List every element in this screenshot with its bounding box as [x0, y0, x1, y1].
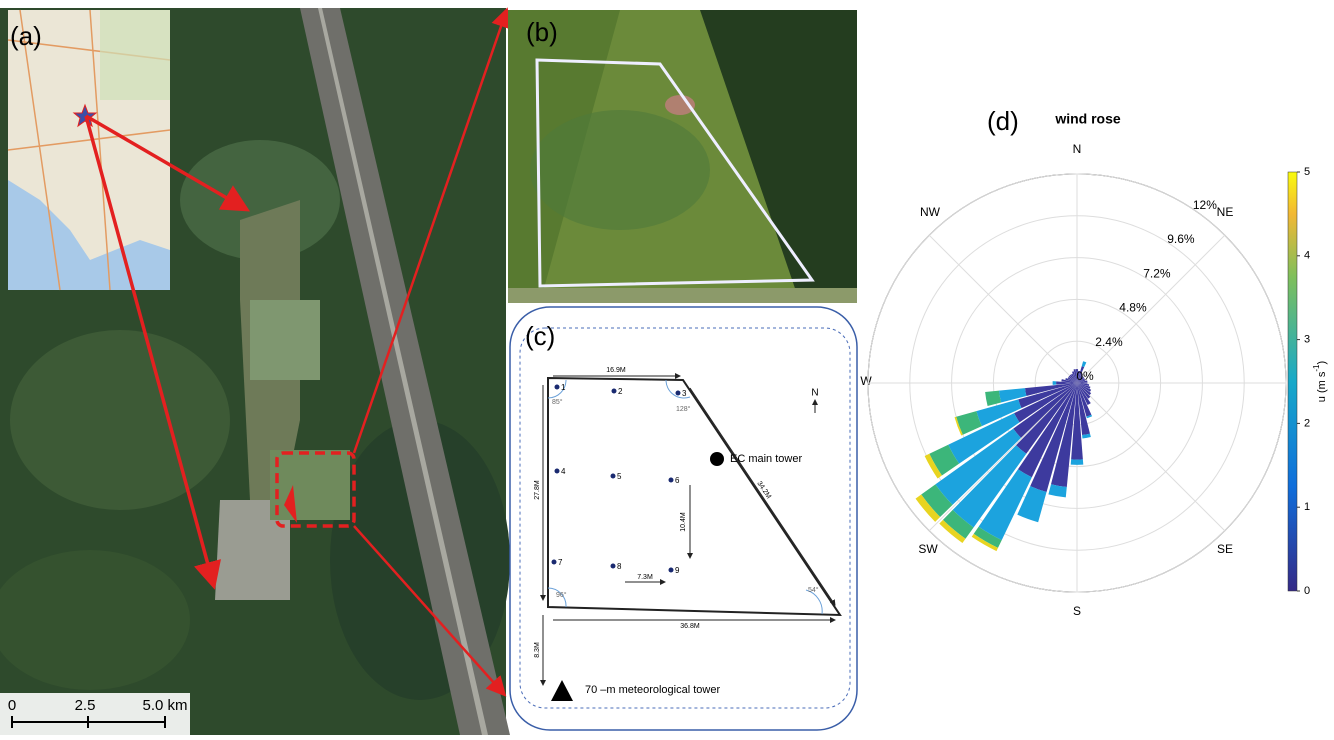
dimension: 36.8M	[680, 623, 700, 630]
colorbar-label-text: u (m s	[1316, 371, 1328, 402]
wind-bar	[1053, 381, 1057, 385]
scale-label: 5.0 km	[142, 697, 187, 714]
ring-label: 0%	[1076, 369, 1094, 383]
spoke	[1077, 235, 1225, 383]
direction-label: NE	[1217, 205, 1234, 219]
panel-label: (d)	[987, 106, 1019, 136]
colorbar-tick-label: 2	[1304, 417, 1310, 429]
dimension: 27.8M	[534, 480, 541, 500]
panel-label: (c)	[525, 321, 555, 351]
figure: 0 2.5 5.0 km (a) (b) 1 2 3 4 5 6 7 8 9 1…	[0, 0, 1334, 735]
colorbar-tick-label: 5	[1304, 166, 1310, 178]
site-plan: 1 2 3 4 5 6 7 8 9 16.9M 27.8M 34.2M 10.4…	[510, 307, 857, 730]
point-label: 9	[675, 566, 680, 575]
dimension: 10.4M	[680, 512, 687, 532]
angle: 85°	[552, 398, 563, 406]
ring-label: 2.4%	[1095, 335, 1123, 349]
angle: 96°	[556, 591, 567, 599]
dimension: 8.3M	[534, 642, 541, 658]
spoke	[1077, 383, 1225, 531]
scale-label: 2.5	[75, 697, 96, 714]
colorbar-label-end: )	[1316, 361, 1328, 365]
scale-bar: 0 2.5 5.0 km	[0, 693, 190, 735]
colorbar-tick-label: 1	[1304, 501, 1310, 513]
colorbar-label: u (m s-1)	[1312, 361, 1328, 402]
point-label: 2	[618, 387, 623, 396]
colorbar-tick-label: 4	[1304, 250, 1310, 262]
wind-bar	[1071, 459, 1084, 464]
direction-label: S	[1073, 604, 1081, 618]
point-label: 1	[561, 383, 566, 392]
page: 0 2.5 5.0 km (a) (b) 1 2 3 4 5 6 7 8 9 1…	[0, 0, 1334, 740]
wind-rose: N NE W NW SW S SE 0% 2.4% 4.8% 7.2% 9.6% 12%	[860, 142, 1286, 618]
point-label: 4	[561, 467, 566, 476]
colorbar-tick-label: 3	[1304, 334, 1310, 346]
ring-label: 12%	[1193, 198, 1217, 212]
direction-label: NW	[920, 205, 941, 219]
colorbar	[1288, 172, 1297, 591]
north-label: N	[811, 388, 818, 399]
field-photo	[508, 10, 857, 303]
legend-label: 70 –m meteorological tower	[585, 684, 720, 696]
dimension: 16.9M	[606, 367, 626, 374]
chart-title: wind rose	[1054, 111, 1121, 127]
point-label: 3	[682, 389, 687, 398]
point-label: 7	[558, 558, 563, 567]
point-label: 5	[617, 472, 622, 481]
point-label: 6	[675, 476, 680, 485]
wind-bar	[985, 391, 1001, 406]
spoke	[929, 235, 1077, 383]
angle: 54°	[808, 586, 819, 594]
colorbar-tick-label: 0	[1304, 585, 1310, 597]
direction-label: SE	[1217, 542, 1233, 556]
scale-label: 0	[8, 697, 16, 714]
point-label: 8	[617, 562, 622, 571]
panel-label: (a)	[10, 21, 42, 51]
dimension: 7.3M	[637, 574, 653, 581]
ring-label: 4.8%	[1119, 301, 1147, 315]
legend-label: EC main tower	[730, 453, 802, 465]
ring-label: 9.6%	[1167, 232, 1195, 246]
direction-label: N	[1073, 142, 1082, 156]
angle: 128°	[676, 405, 691, 413]
direction-label: SW	[918, 542, 938, 556]
ring-label: 7.2%	[1143, 266, 1171, 280]
wind-bar	[1082, 361, 1087, 367]
panel-label: (b)	[526, 17, 558, 47]
direction-label: W	[860, 374, 872, 388]
